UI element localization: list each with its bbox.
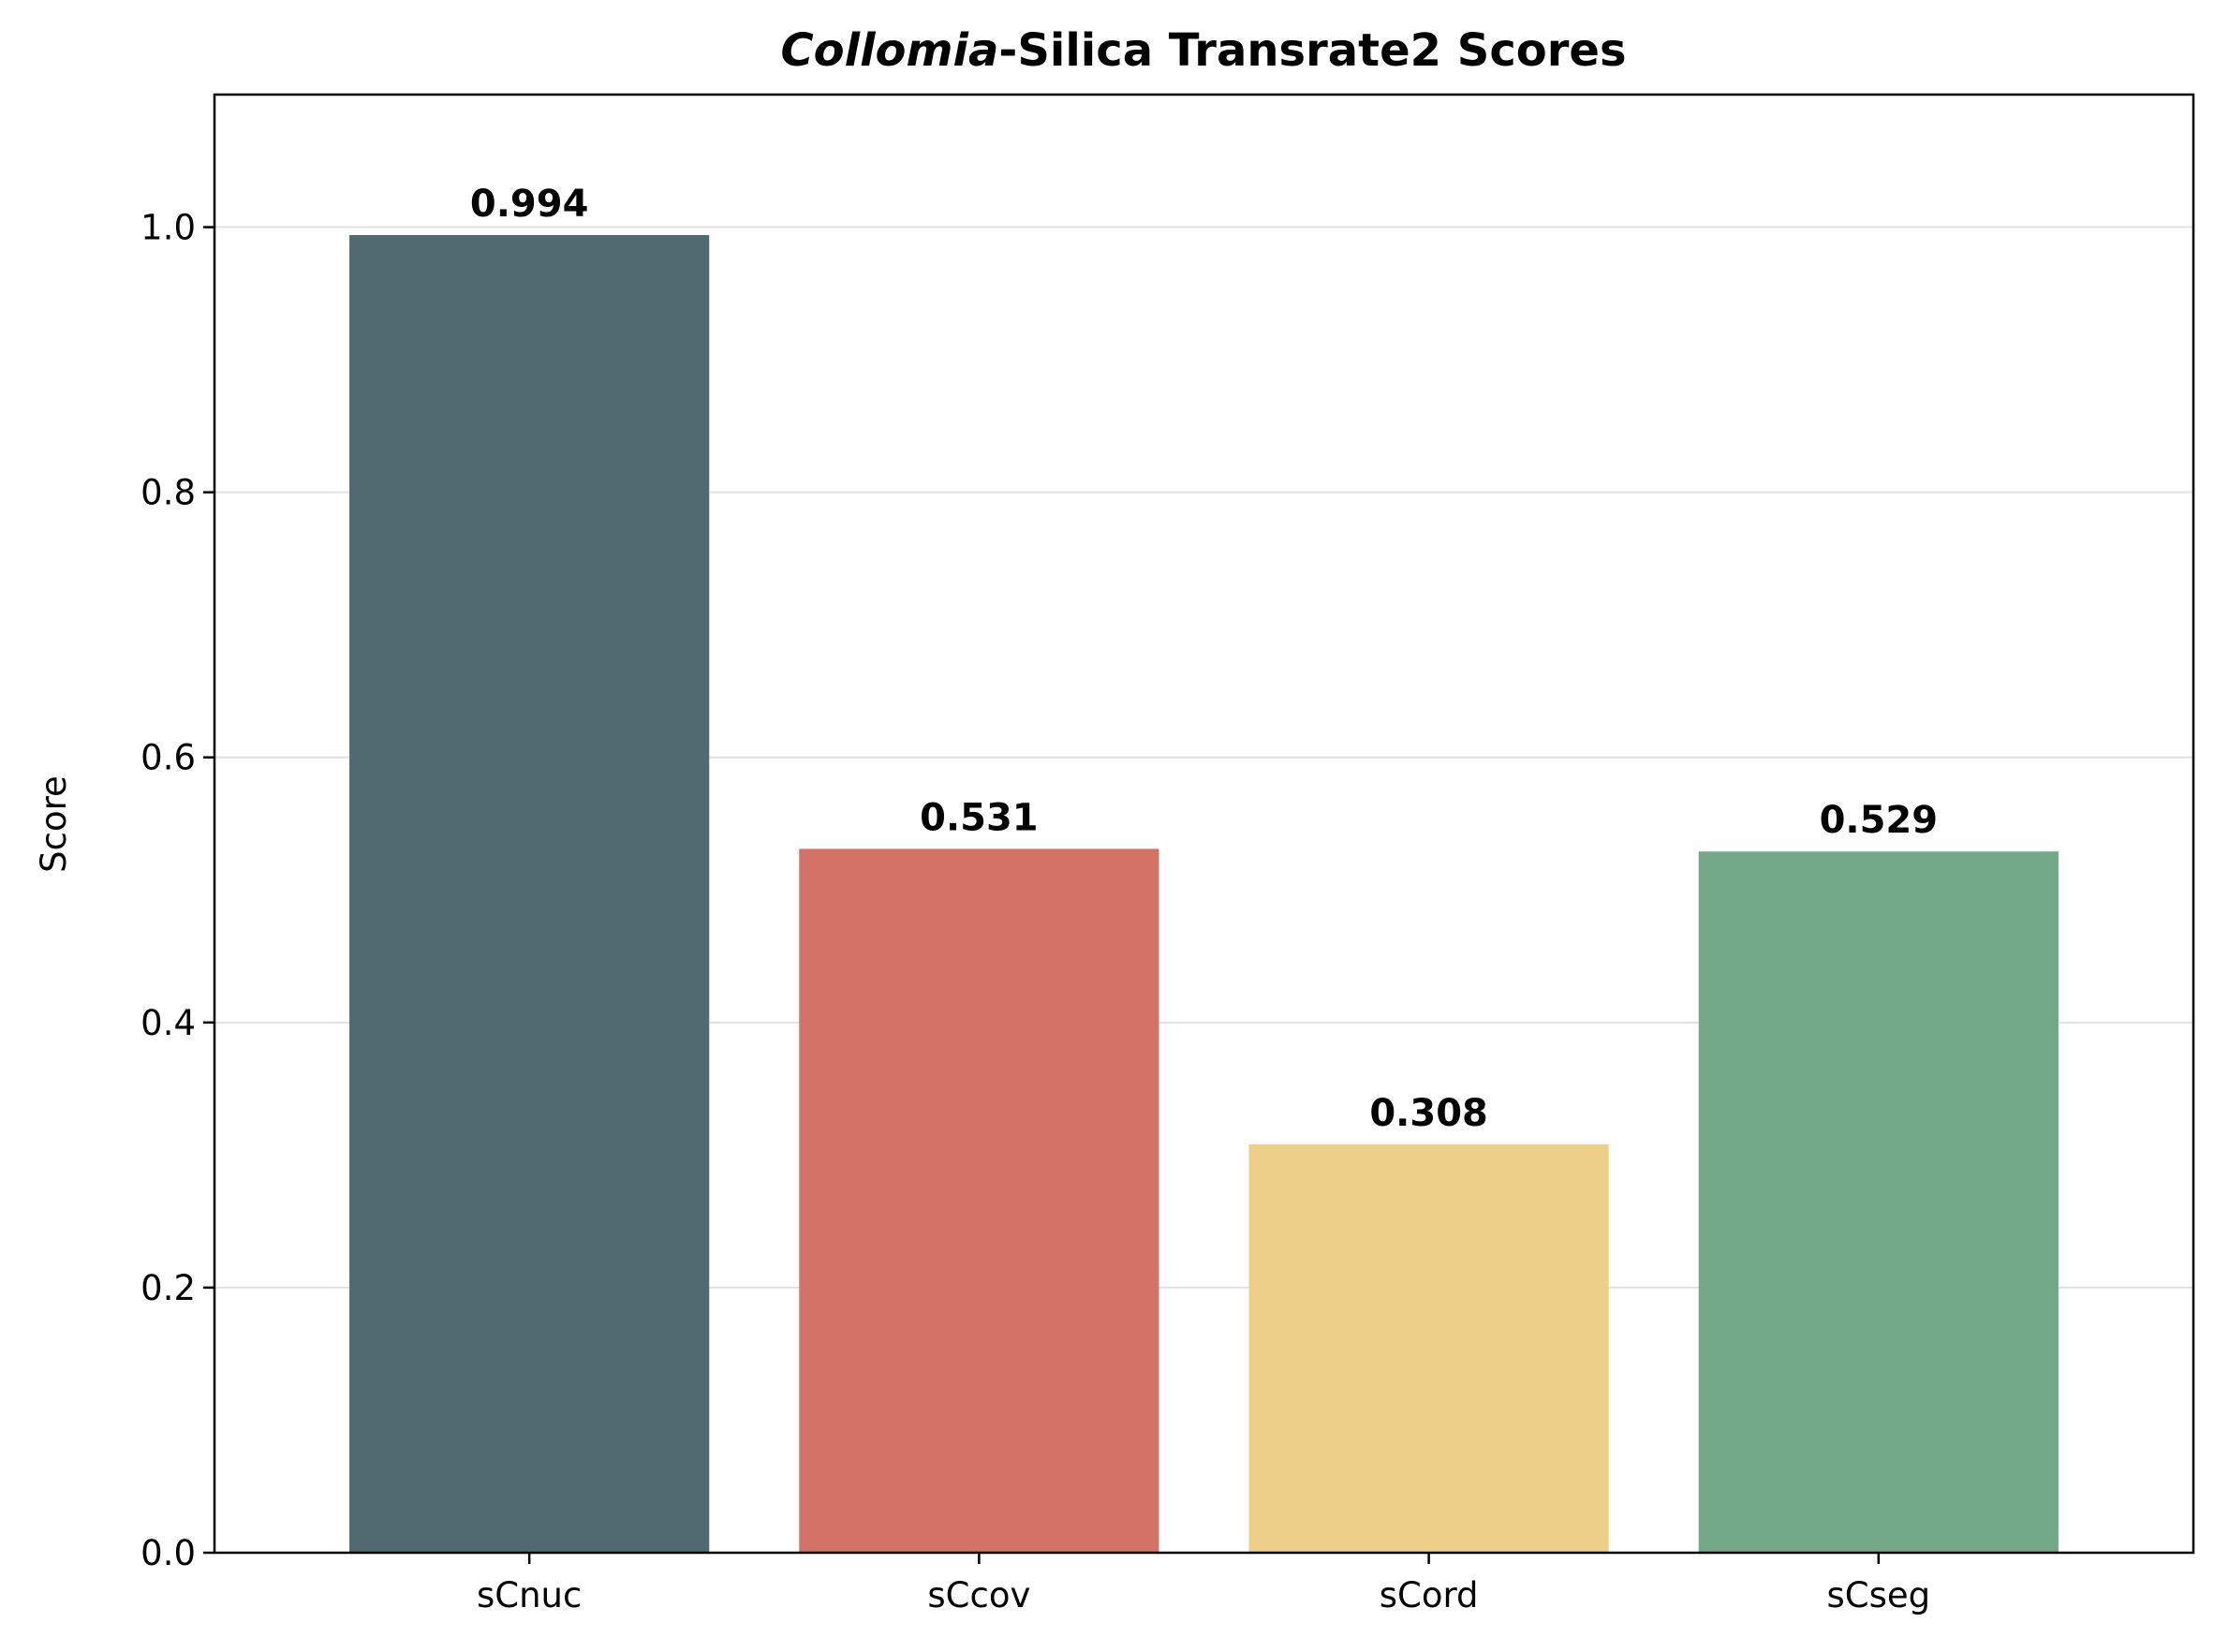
bar-sCnuc	[349, 235, 710, 1553]
y-tick-label: 0.2	[140, 1268, 196, 1308]
value-label: 0.308	[1369, 1092, 1488, 1135]
y-axis-label: Score	[34, 775, 74, 873]
plot-frame	[213, 93, 2195, 1555]
bar-sCseg	[1698, 851, 2059, 1553]
chart-title-rest: -Silica Transrate2 Scores	[998, 24, 1626, 77]
x-tick-label: sCcov	[927, 1575, 1030, 1615]
value-label: 0.994	[470, 183, 589, 226]
x-axis: sCnuc sCcov sCord sCseg	[477, 1553, 1930, 1615]
x-tick-label: sCord	[1380, 1575, 1479, 1615]
bars	[349, 235, 2059, 1553]
bar-sCord	[1248, 1144, 1609, 1553]
y-tick-label: 0.8	[140, 473, 196, 513]
y-tick-label: 1.0	[140, 208, 196, 248]
value-label: 0.529	[1820, 799, 1939, 842]
y-tick-label: 0.0	[140, 1533, 196, 1573]
y-axis: 0.0 0.2 0.4 0.6 0.8 1.0	[140, 208, 214, 1573]
bar-sCcov	[799, 848, 1159, 1553]
x-tick-label: sCnuc	[477, 1575, 582, 1615]
x-tick-label: sCseg	[1827, 1575, 1931, 1615]
value-label: 0.531	[920, 796, 1039, 839]
chart-title: Collomia-Silica Transrate2 Scores	[780, 24, 1626, 77]
y-tick-label: 0.4	[140, 1003, 196, 1043]
y-tick-label: 0.6	[140, 738, 196, 778]
chart-title-italic: Collomia	[780, 24, 998, 77]
value-labels: 0.994 0.531 0.308 0.529	[470, 183, 1938, 1135]
